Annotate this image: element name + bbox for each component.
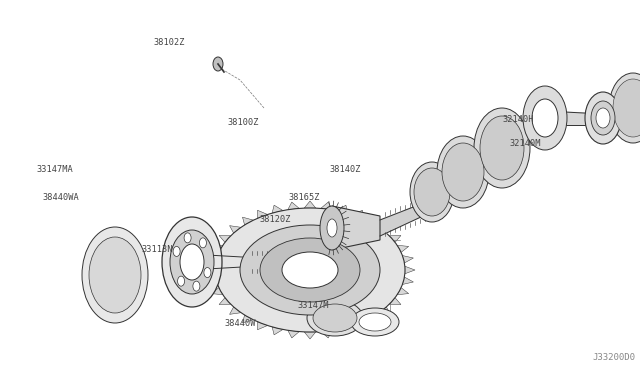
Polygon shape bbox=[219, 235, 231, 242]
Polygon shape bbox=[367, 315, 378, 323]
Ellipse shape bbox=[177, 276, 184, 286]
Ellipse shape bbox=[414, 168, 450, 216]
Ellipse shape bbox=[447, 150, 479, 194]
Polygon shape bbox=[379, 307, 390, 314]
Text: J33200D0: J33200D0 bbox=[592, 353, 635, 362]
Ellipse shape bbox=[474, 108, 530, 188]
Ellipse shape bbox=[89, 237, 141, 313]
Polygon shape bbox=[397, 288, 409, 295]
Ellipse shape bbox=[240, 225, 380, 315]
Polygon shape bbox=[337, 205, 348, 213]
Polygon shape bbox=[405, 266, 415, 274]
Polygon shape bbox=[403, 277, 413, 285]
Ellipse shape bbox=[204, 267, 211, 278]
Polygon shape bbox=[219, 298, 231, 305]
Text: 32140M: 32140M bbox=[509, 139, 541, 148]
Ellipse shape bbox=[418, 173, 446, 211]
Text: 38100Z: 38100Z bbox=[227, 118, 259, 127]
Text: 38120Z: 38120Z bbox=[259, 215, 291, 224]
Polygon shape bbox=[257, 322, 268, 330]
Polygon shape bbox=[397, 245, 409, 252]
Text: 33147M: 33147M bbox=[298, 301, 330, 310]
Ellipse shape bbox=[82, 227, 148, 323]
Ellipse shape bbox=[532, 99, 558, 137]
Ellipse shape bbox=[95, 246, 135, 304]
Ellipse shape bbox=[327, 219, 337, 237]
Ellipse shape bbox=[591, 101, 615, 135]
Polygon shape bbox=[379, 226, 390, 233]
Text: 38165Z: 38165Z bbox=[288, 193, 320, 202]
Polygon shape bbox=[230, 307, 241, 314]
Polygon shape bbox=[272, 205, 283, 213]
Ellipse shape bbox=[307, 300, 363, 336]
Polygon shape bbox=[545, 111, 603, 125]
Polygon shape bbox=[272, 327, 283, 335]
Ellipse shape bbox=[359, 313, 391, 331]
Polygon shape bbox=[207, 256, 218, 263]
Ellipse shape bbox=[170, 230, 214, 294]
Text: 38102Z: 38102Z bbox=[154, 38, 186, 47]
Polygon shape bbox=[332, 206, 380, 250]
Ellipse shape bbox=[437, 136, 489, 208]
Polygon shape bbox=[230, 226, 241, 233]
Text: 33147MA: 33147MA bbox=[36, 165, 73, 174]
Polygon shape bbox=[321, 202, 332, 210]
Polygon shape bbox=[367, 217, 378, 225]
Ellipse shape bbox=[213, 57, 223, 71]
Ellipse shape bbox=[480, 116, 524, 180]
Ellipse shape bbox=[585, 92, 621, 144]
Ellipse shape bbox=[609, 73, 640, 143]
Ellipse shape bbox=[282, 252, 338, 288]
Ellipse shape bbox=[442, 143, 484, 201]
Polygon shape bbox=[205, 266, 215, 274]
Polygon shape bbox=[403, 256, 413, 263]
Polygon shape bbox=[304, 332, 316, 339]
Ellipse shape bbox=[319, 308, 351, 328]
Polygon shape bbox=[321, 330, 332, 338]
Ellipse shape bbox=[162, 217, 222, 307]
Polygon shape bbox=[288, 330, 300, 338]
Polygon shape bbox=[257, 210, 268, 218]
Ellipse shape bbox=[619, 87, 640, 129]
Text: 38440W: 38440W bbox=[224, 319, 256, 328]
Polygon shape bbox=[353, 210, 362, 218]
Text: 33113N: 33113N bbox=[141, 245, 173, 254]
Ellipse shape bbox=[351, 308, 399, 336]
Ellipse shape bbox=[180, 244, 204, 280]
Polygon shape bbox=[211, 245, 223, 252]
Polygon shape bbox=[243, 217, 253, 225]
Text: 32140H: 32140H bbox=[502, 115, 534, 124]
Polygon shape bbox=[389, 298, 401, 305]
Polygon shape bbox=[243, 315, 253, 323]
Ellipse shape bbox=[523, 86, 567, 150]
Text: 38140Z: 38140Z bbox=[330, 165, 362, 174]
Ellipse shape bbox=[184, 233, 191, 243]
Polygon shape bbox=[337, 327, 348, 335]
Ellipse shape bbox=[200, 238, 207, 248]
Ellipse shape bbox=[313, 304, 357, 332]
Ellipse shape bbox=[260, 238, 360, 302]
Polygon shape bbox=[211, 288, 223, 295]
Polygon shape bbox=[304, 201, 316, 208]
Ellipse shape bbox=[485, 124, 519, 172]
Polygon shape bbox=[192, 254, 372, 270]
Text: 38440WA: 38440WA bbox=[42, 193, 79, 202]
Polygon shape bbox=[353, 322, 362, 330]
Ellipse shape bbox=[613, 79, 640, 137]
Polygon shape bbox=[380, 189, 460, 236]
Polygon shape bbox=[389, 235, 401, 242]
Polygon shape bbox=[207, 277, 218, 285]
Ellipse shape bbox=[215, 208, 405, 332]
Ellipse shape bbox=[193, 281, 200, 291]
Ellipse shape bbox=[410, 162, 454, 222]
Ellipse shape bbox=[320, 206, 344, 250]
Polygon shape bbox=[288, 202, 300, 210]
Ellipse shape bbox=[173, 246, 180, 256]
Ellipse shape bbox=[596, 108, 610, 128]
